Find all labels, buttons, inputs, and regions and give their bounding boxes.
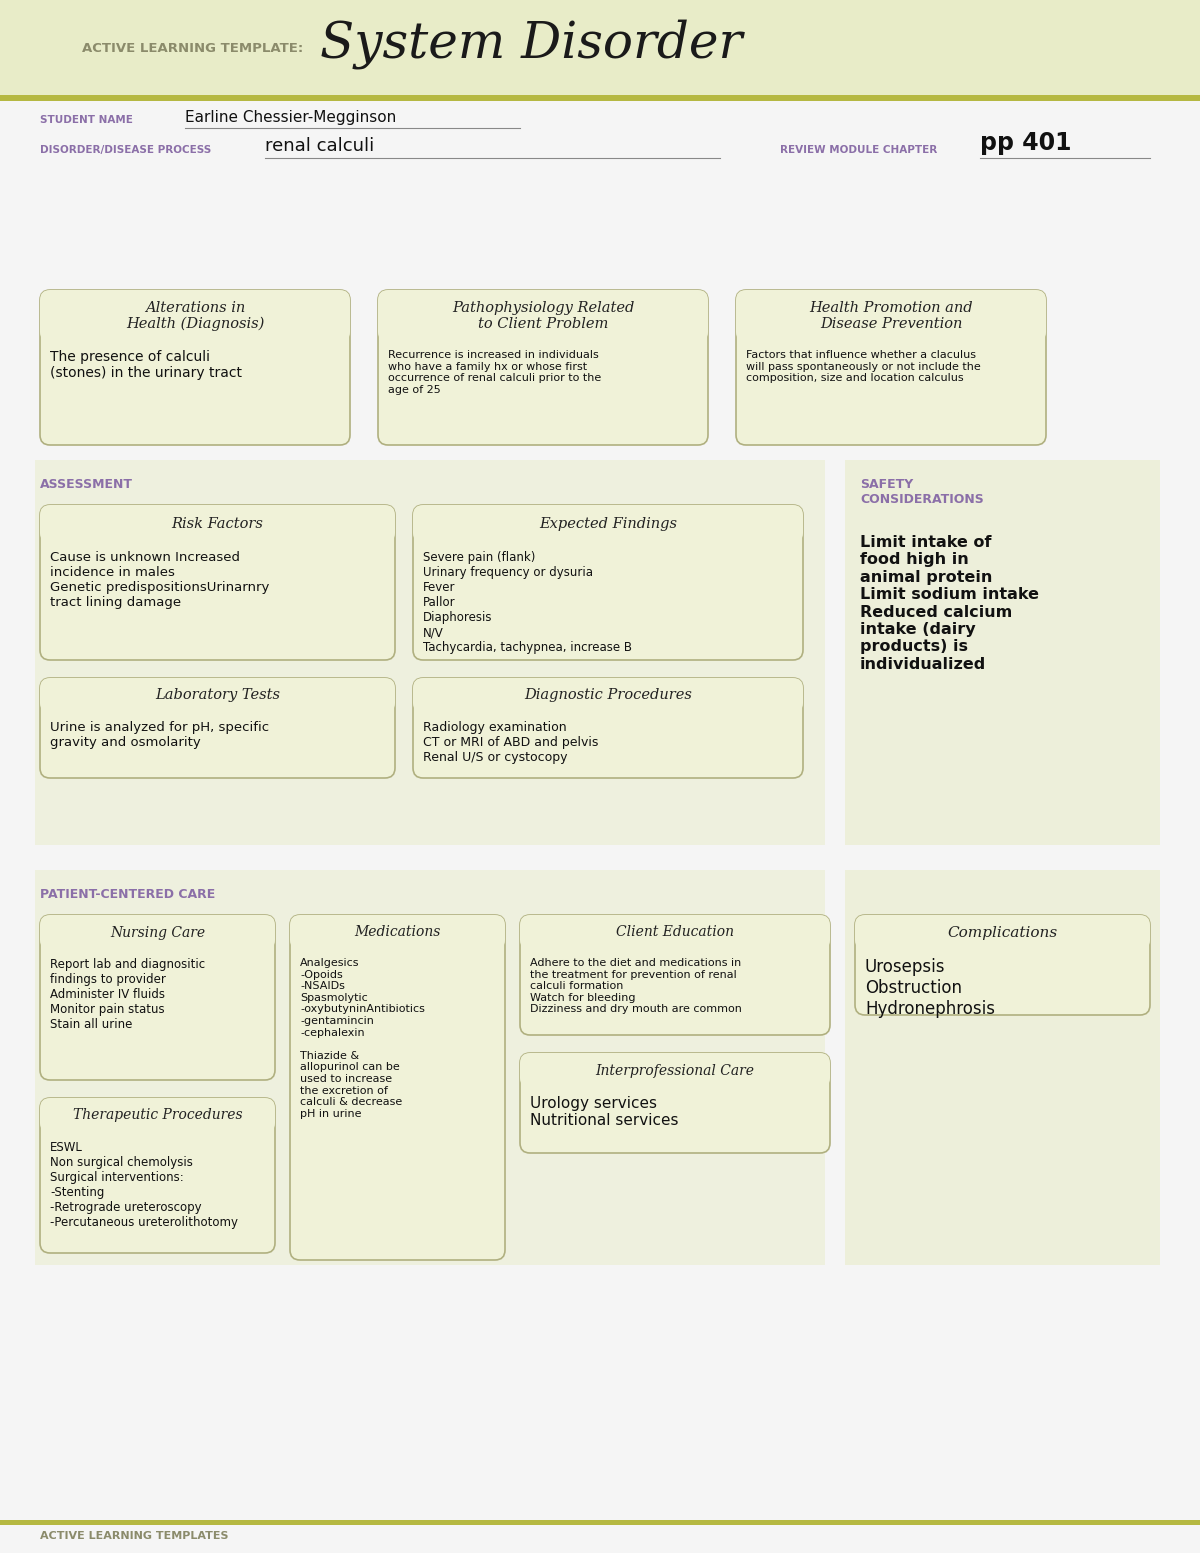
Text: ASSESSMENT: ASSESSMENT <box>40 478 133 491</box>
Text: Nursing Care: Nursing Care <box>110 926 205 940</box>
Text: System Disorder: System Disorder <box>320 19 743 68</box>
FancyBboxPatch shape <box>520 1053 830 1089</box>
FancyBboxPatch shape <box>736 290 1046 446</box>
Text: pp 401: pp 401 <box>980 130 1072 155</box>
Text: Urosepsis
Obstruction
Hydronephrosis: Urosepsis Obstruction Hydronephrosis <box>865 958 995 1017</box>
FancyBboxPatch shape <box>736 290 1046 342</box>
Text: Diagnostic Procedures: Diagnostic Procedures <box>524 688 692 702</box>
Text: Health Promotion and
Disease Prevention: Health Promotion and Disease Prevention <box>809 301 973 331</box>
Text: ACTIVE LEARNING TEMPLATE:: ACTIVE LEARNING TEMPLATE: <box>82 42 304 54</box>
Bar <box>845 460 1160 845</box>
FancyBboxPatch shape <box>290 915 505 1259</box>
FancyBboxPatch shape <box>520 915 830 1034</box>
FancyBboxPatch shape <box>378 290 708 446</box>
Text: renal calculi: renal calculi <box>265 137 374 155</box>
Bar <box>0 0 1200 95</box>
Text: DISORDER/DISEASE PROCESS: DISORDER/DISEASE PROCESS <box>40 144 211 155</box>
FancyBboxPatch shape <box>520 1053 830 1152</box>
Text: Urine is analyzed for pH, specific
gravity and osmolarity: Urine is analyzed for pH, specific gravi… <box>50 721 269 749</box>
Text: Alterations in
Health (Diagnosis): Alterations in Health (Diagnosis) <box>126 301 264 331</box>
FancyBboxPatch shape <box>40 915 275 1079</box>
FancyBboxPatch shape <box>413 505 803 544</box>
Text: Severe pain (flank)
Urinary frequency or dysuria
Fever
Pallor
Diaphoresis
N/V
Ta: Severe pain (flank) Urinary frequency or… <box>424 551 632 654</box>
FancyBboxPatch shape <box>40 290 350 342</box>
FancyBboxPatch shape <box>413 679 803 713</box>
FancyBboxPatch shape <box>40 1098 275 1253</box>
FancyBboxPatch shape <box>40 679 395 713</box>
Bar <box>35 460 826 845</box>
FancyBboxPatch shape <box>40 505 395 544</box>
Bar <box>35 870 826 1266</box>
Text: ESWL
Non surgical chemolysis
Surgical interventions:
-Stenting
-Retrograde urete: ESWL Non surgical chemolysis Surgical in… <box>50 1141 238 1228</box>
Text: Interprofessional Care: Interprofessional Care <box>595 1064 755 1078</box>
Bar <box>0 95 1200 101</box>
Text: Client Education: Client Education <box>616 926 734 940</box>
FancyBboxPatch shape <box>854 915 1150 1016</box>
Text: Expected Findings: Expected Findings <box>539 517 677 531</box>
Bar <box>845 870 1160 1266</box>
FancyBboxPatch shape <box>854 915 1150 950</box>
Text: Adhere to the diet and medications in
the treatment for prevention of renal
calc: Adhere to the diet and medications in th… <box>530 958 742 1014</box>
Text: Therapeutic Procedures: Therapeutic Procedures <box>73 1109 242 1123</box>
Text: Risk Factors: Risk Factors <box>172 517 264 531</box>
FancyBboxPatch shape <box>290 915 505 950</box>
Text: Cause is unknown Increased
incidence in males
Genetic predispositionsUrinarnry
t: Cause is unknown Increased incidence in … <box>50 551 269 609</box>
Text: Factors that influence whether a claculus
will pass spontaneously or not include: Factors that influence whether a claculu… <box>746 349 980 384</box>
Text: Complications: Complications <box>947 926 1057 940</box>
Text: Pathophysiology Related
to Client Problem: Pathophysiology Related to Client Proble… <box>452 301 634 331</box>
FancyBboxPatch shape <box>40 1098 275 1134</box>
Text: Report lab and diagnositic
findings to provider
Administer IV fluids
Monitor pai: Report lab and diagnositic findings to p… <box>50 958 205 1031</box>
FancyBboxPatch shape <box>413 679 803 778</box>
FancyBboxPatch shape <box>40 290 350 446</box>
FancyBboxPatch shape <box>378 290 708 342</box>
Text: Medications: Medications <box>354 926 440 940</box>
Text: Laboratory Tests: Laboratory Tests <box>155 688 280 702</box>
Text: Radiology examination
CT or MRI of ABD and pelvis
Renal U/S or cystocopy: Radiology examination CT or MRI of ABD a… <box>424 721 599 764</box>
FancyBboxPatch shape <box>413 505 803 660</box>
Text: STUDENT NAME: STUDENT NAME <box>40 115 133 124</box>
FancyBboxPatch shape <box>40 505 395 660</box>
Text: Analgesics
-Opoids
-NSAIDs
Spasmolytic
-oxybutyninAntibiotics
-gentamincin
-ceph: Analgesics -Opoids -NSAIDs Spasmolytic -… <box>300 958 425 1118</box>
Text: Urology services
Nutritional services: Urology services Nutritional services <box>530 1096 678 1129</box>
Text: Limit intake of
food high in
animal protein
Limit sodium intake
Reduced calcium
: Limit intake of food high in animal prot… <box>860 534 1039 672</box>
FancyBboxPatch shape <box>40 679 395 778</box>
Text: PATIENT-CENTERED CARE: PATIENT-CENTERED CARE <box>40 888 215 901</box>
Text: Recurrence is increased in individuals
who have a family hx or whose first
occur: Recurrence is increased in individuals w… <box>388 349 601 394</box>
Text: SAFETY
CONSIDERATIONS: SAFETY CONSIDERATIONS <box>860 478 984 506</box>
FancyBboxPatch shape <box>40 915 275 950</box>
Text: The presence of calculi
(stones) in the urinary tract: The presence of calculi (stones) in the … <box>50 349 242 380</box>
FancyBboxPatch shape <box>520 915 830 950</box>
Bar <box>0 1520 1200 1525</box>
Text: REVIEW MODULE CHAPTER: REVIEW MODULE CHAPTER <box>780 144 937 155</box>
Text: ACTIVE LEARNING TEMPLATES: ACTIVE LEARNING TEMPLATES <box>40 1531 228 1541</box>
Text: Earline Chessier-Megginson: Earline Chessier-Megginson <box>185 110 396 124</box>
